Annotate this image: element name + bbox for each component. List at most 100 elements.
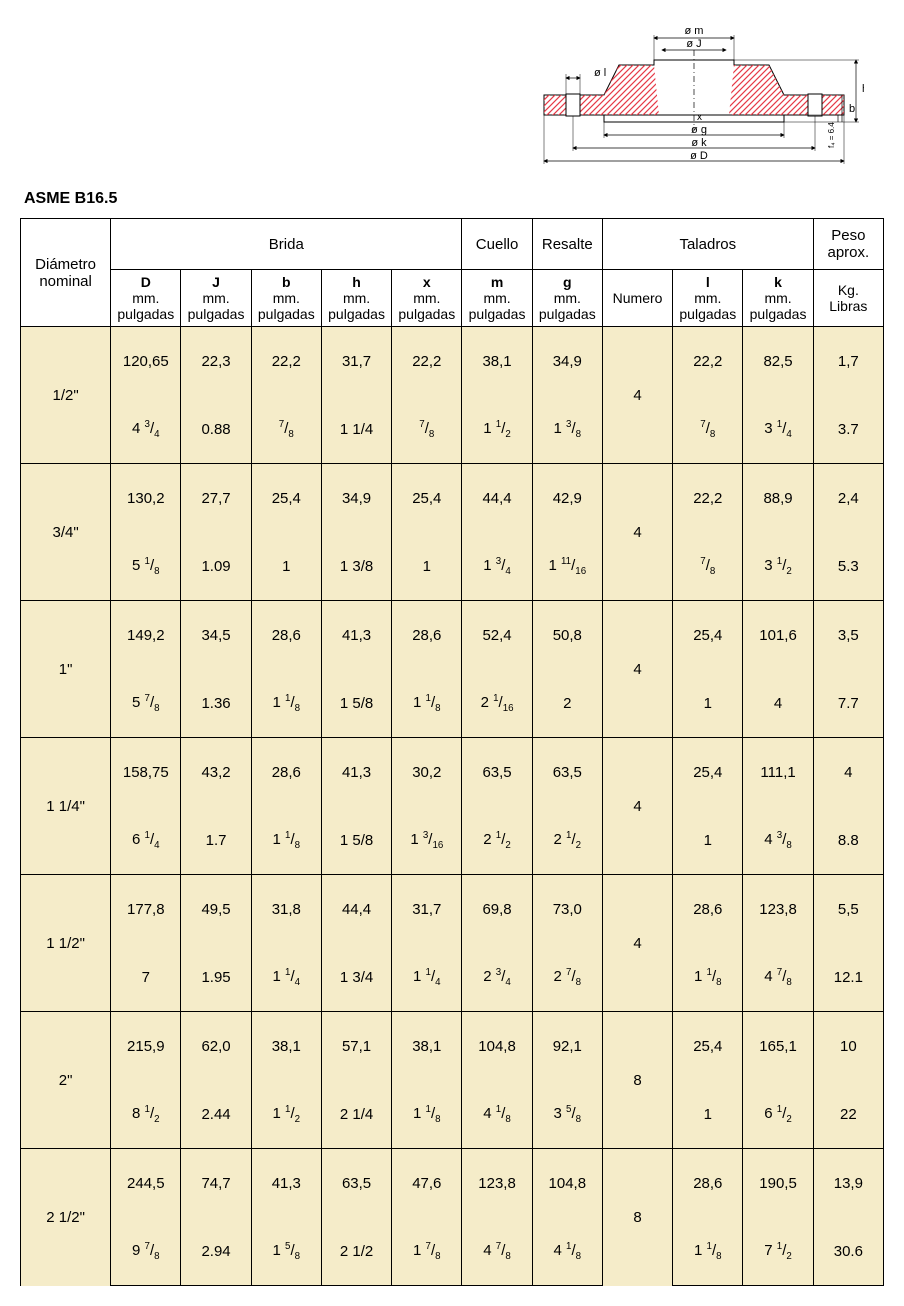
svg-text:ø g: ø g [691,124,707,136]
cell: 41,3 [251,1149,321,1218]
cell: 1.36 [181,669,251,738]
cell: 2 1/16 [462,669,532,738]
cell: 101,6 [743,601,813,670]
cell: 25,4 [673,738,743,807]
cell: 1.95 [181,943,251,1012]
cell: 1 1/4 [321,395,391,464]
hdr-peso: Peso aprox. [813,219,883,270]
svg-text:ø m: ø m [685,25,704,37]
cell: 4 7/8 [743,943,813,1012]
cell: 1 1/8 [673,1217,743,1286]
cell: 30.6 [813,1217,883,1286]
cell: 52,4 [462,601,532,670]
cell: 62,0 [181,1012,251,1081]
cell: 22,2 [673,464,743,533]
cell: 92,1 [532,1012,602,1081]
cell: 130,2 [111,464,181,533]
cell: 1 1/4 [251,943,321,1012]
cell: 2 1/2 [462,806,532,875]
svg-text:b: b [849,103,855,115]
hdr-nominal: Diámetro nominal [21,219,111,327]
cell: 7/8 [251,395,321,464]
cell: 82,5 [743,327,813,396]
cell: 1 3/8 [321,532,391,601]
cell: 63,5 [462,738,532,807]
cell-numero: 4 [602,875,672,1012]
cell: 28,6 [673,1149,743,1218]
cell: 2 1/2 [321,1217,391,1286]
hdr-D: Dmm.pulgadas [111,270,181,327]
svg-text:x: x [697,112,702,123]
cell: 2 7/8 [532,943,602,1012]
cell: 149,2 [111,601,181,670]
cell: 2,4 [813,464,883,533]
cell: 244,5 [111,1149,181,1218]
cell: 38,1 [251,1012,321,1081]
cell: 7 [111,943,181,1012]
cell: 12.1 [813,943,883,1012]
cell-numero: 4 [602,464,672,601]
hdr-m: mmm.pulgadas [462,270,532,327]
cell: 38,1 [392,1012,462,1081]
cell: 3 1/2 [743,532,813,601]
flange-table: Diámetro nominalBridaCuelloResalteTaladr… [20,218,884,1286]
cell-numero: 8 [602,1149,672,1286]
svg-text:ø l: ø l [594,67,606,79]
cell: 7.7 [813,669,883,738]
cell: 3 1/4 [743,395,813,464]
table-title: ASME B16.5 [24,190,884,208]
hdr-x: xmm.pulgadas [392,270,462,327]
cell: 25,4 [392,464,462,533]
cell: 123,8 [462,1149,532,1218]
cell: 57,1 [321,1012,391,1081]
cell: 63,5 [532,738,602,807]
cell: 1 5/8 [321,669,391,738]
hdr-resalte: Resalte [532,219,602,270]
cell: 2 3/4 [462,943,532,1012]
cell: 74,7 [181,1149,251,1218]
cell: 22,3 [181,327,251,396]
svg-text:ø J: ø J [686,38,701,50]
cell: 3,5 [813,601,883,670]
cell: 5.3 [813,532,883,601]
hdr-brida: Brida [111,219,462,270]
cell: 73,0 [532,875,602,944]
cell: 31,8 [251,875,321,944]
cell: 49,5 [181,875,251,944]
cell: 1 [673,806,743,875]
cell: 41,3 [321,601,391,670]
hdr-peso-units: Kg.Libras [813,270,883,327]
cell: 4 [743,669,813,738]
cell: 69,8 [462,875,532,944]
cell: 44,4 [321,875,391,944]
cell: 88,9 [743,464,813,533]
svg-text:f₄ = 6.4: f₄ = 6.4 [827,122,836,148]
cell: 104,8 [462,1012,532,1081]
cell: 111,1 [743,738,813,807]
cell: 25,4 [251,464,321,533]
cell: 190,5 [743,1149,813,1218]
cell: 31,7 [392,875,462,944]
cell: 1 3/4 [321,943,391,1012]
cell: 4 3/8 [743,806,813,875]
cell-numero: 8 [602,1012,672,1149]
cell: 34,9 [532,327,602,396]
cell: 31,7 [321,327,391,396]
cell: 8.8 [813,806,883,875]
cell: 1 1/8 [392,1080,462,1149]
hdr-l: lmm.pulgadas [673,270,743,327]
cell: 27,7 [181,464,251,533]
cell-nominal: 1/2" [21,327,111,464]
cell: 1 3/4 [462,532,532,601]
hdr-numero: Numero [602,270,672,327]
cell: 1 1/2 [462,395,532,464]
cell: 1 1/2 [251,1080,321,1149]
cell: 4 [813,738,883,807]
cell: 1 1/4 [392,943,462,1012]
cell: 28,6 [251,601,321,670]
flange-diagram: ø m ø J ø l h b f₄ = 6.4 x ø g ø k ø D [20,20,884,170]
cell: 22,2 [673,327,743,396]
cell: 5 1/8 [111,532,181,601]
cell: 1 7/8 [392,1217,462,1286]
cell: 4 3/4 [111,395,181,464]
